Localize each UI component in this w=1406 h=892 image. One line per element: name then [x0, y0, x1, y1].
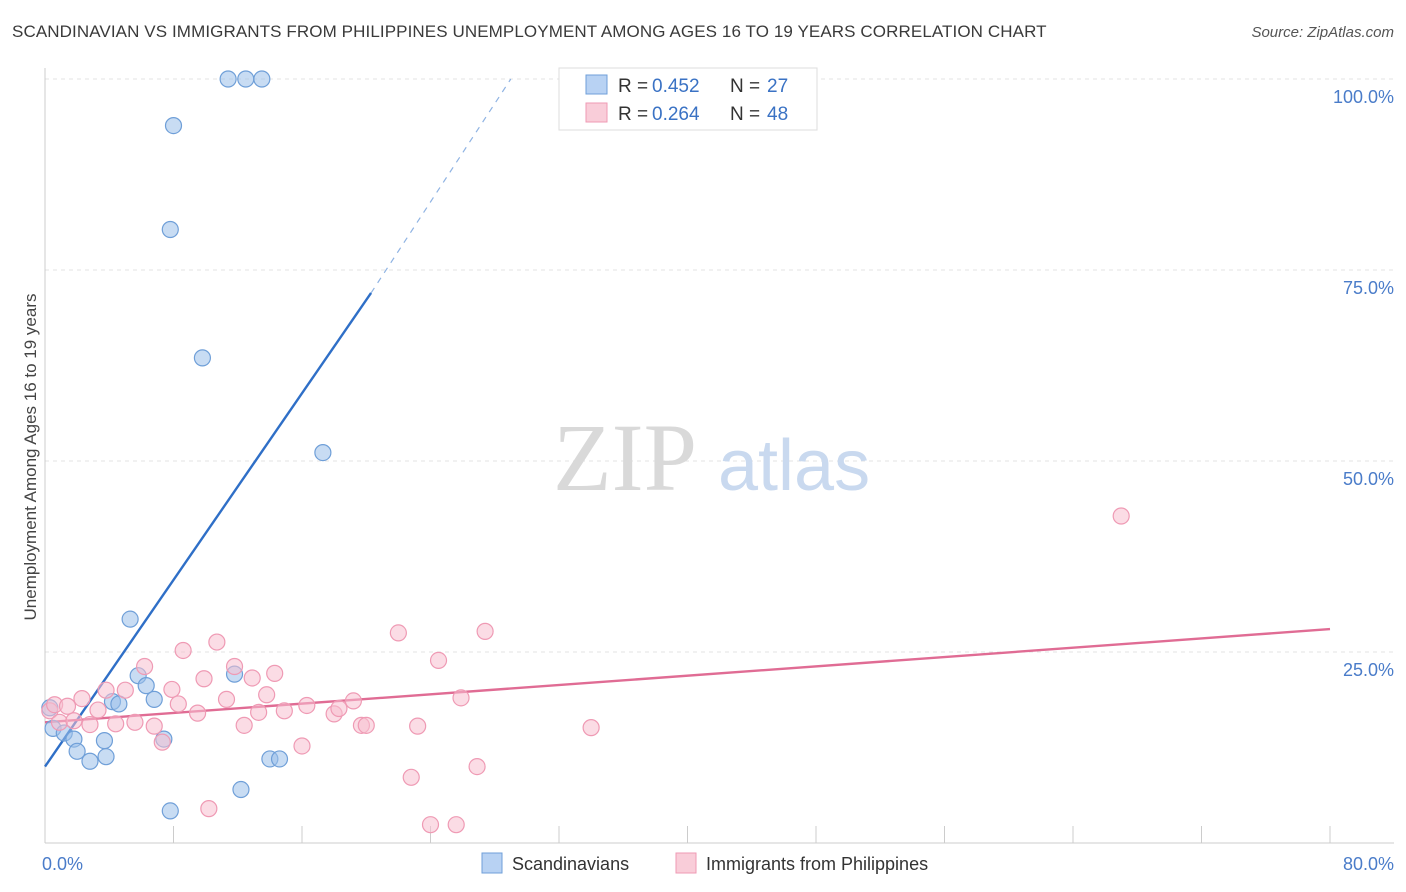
legend-n-value-2: 48	[767, 104, 788, 125]
point-philippines	[476, 622, 494, 640]
point-scandinavians	[95, 732, 114, 750]
point-philippines	[447, 816, 465, 834]
point-philippines	[243, 669, 261, 687]
point-philippines	[153, 733, 171, 751]
point-philippines	[582, 719, 600, 737]
data-points	[41, 70, 1130, 834]
y-axis-title: Unemployment Among Ages 16 to 19 years	[21, 294, 40, 621]
point-philippines	[266, 664, 284, 682]
point-philippines	[50, 713, 69, 731]
point-philippines	[126, 713, 144, 731]
point-philippines	[135, 657, 154, 676]
y-tick-label: 75.0%	[1343, 278, 1394, 298]
legend-n-label-2: N =	[730, 104, 760, 125]
point-philippines	[429, 651, 448, 670]
point-philippines	[357, 716, 375, 734]
point-philippines	[293, 737, 311, 755]
chart-title: SCANDINAVIAN VS IMMIGRANTS FROM PHILIPPI…	[12, 22, 1047, 41]
point-philippines	[250, 703, 268, 721]
legend-r-label-2: R =	[618, 104, 648, 125]
watermark-zip: ZIP	[553, 404, 697, 511]
bottom-legend-swatch-scandinavians	[481, 852, 503, 874]
legend-n-label-1: N =	[730, 76, 760, 97]
point-scandinavians	[314, 443, 332, 462]
point-philippines	[81, 715, 99, 734]
x-tick-label: 0.0%	[42, 854, 83, 874]
point-scandinavians	[253, 70, 271, 88]
legend: R = 0.452 N = 27 R = 0.264 N = 48	[558, 67, 818, 131]
point-scandinavians	[145, 690, 163, 708]
point-philippines	[145, 717, 163, 735]
point-scandinavians	[237, 70, 255, 88]
point-scandinavians	[121, 610, 139, 628]
point-philippines	[169, 695, 187, 713]
point-philippines	[421, 816, 440, 834]
point-philippines	[409, 717, 427, 735]
point-scandinavians	[232, 780, 250, 799]
y-tick-label: 100.0%	[1333, 87, 1394, 107]
point-scandinavians	[161, 220, 179, 239]
point-philippines	[275, 702, 293, 720]
trend-extension-scandinavians	[370, 78, 512, 294]
point-philippines	[1112, 507, 1130, 525]
point-philippines	[217, 690, 236, 708]
x-tick-label: 80.0%	[1343, 854, 1394, 874]
point-scandinavians	[219, 70, 237, 88]
watermark-atlas: atlas	[718, 426, 870, 506]
point-philippines	[73, 690, 91, 708]
bottom-legend-label-philippines: Immigrants from Philippines	[706, 854, 928, 874]
point-scandinavians	[164, 117, 183, 135]
gridlines	[45, 78, 1394, 653]
legend-r-label-1: R =	[618, 76, 648, 97]
point-philippines	[200, 800, 218, 818]
point-philippines	[389, 624, 407, 642]
point-philippines	[402, 768, 420, 786]
chart-source: Source: ZipAtlas.com	[1251, 24, 1394, 41]
point-philippines	[344, 692, 362, 710]
point-philippines	[174, 641, 192, 660]
point-scandinavians	[81, 752, 99, 770]
y-tick-label: 50.0%	[1343, 469, 1394, 489]
point-scandinavians	[161, 802, 179, 820]
legend-r-value-1: 0.452	[652, 76, 700, 97]
point-philippines	[163, 680, 181, 699]
point-scandinavians	[193, 349, 212, 367]
bottom-legend: Scandinavians Immigrants from Philippine…	[481, 852, 928, 874]
legend-n-value-1: 27	[767, 76, 788, 97]
point-scandinavians	[270, 750, 289, 768]
point-scandinavians	[68, 742, 86, 760]
legend-r-value-2: 0.264	[652, 104, 700, 125]
watermark: ZIP atlas	[553, 404, 870, 511]
bottom-legend-label-scandinavians: Scandinavians	[512, 854, 629, 874]
y-tick-label: 25.0%	[1343, 660, 1394, 680]
point-philippines	[330, 699, 348, 718]
point-philippines	[97, 681, 115, 699]
point-philippines	[258, 686, 276, 704]
point-philippines	[188, 704, 207, 722]
point-philippines	[195, 670, 213, 688]
legend-swatch-philippines	[585, 102, 608, 123]
point-philippines	[107, 715, 125, 733]
point-philippines	[208, 633, 226, 651]
bottom-legend-swatch-philippines	[675, 852, 697, 874]
point-philippines	[452, 689, 470, 707]
point-philippines	[58, 697, 77, 715]
point-scandinavians	[97, 748, 115, 766]
point-philippines	[65, 712, 83, 730]
point-philippines	[225, 657, 244, 676]
legend-swatch-scandinavians	[585, 74, 608, 95]
point-philippines	[116, 681, 134, 699]
tick-labels: 100.0% 75.0% 50.0% 25.0% 0.0% 80.0%	[42, 87, 1394, 874]
point-philippines	[89, 701, 107, 719]
point-philippines	[235, 716, 253, 734]
point-scandinavians	[110, 695, 128, 713]
point-scandinavians	[137, 677, 155, 695]
point-philippines	[298, 696, 316, 715]
point-philippines	[468, 757, 486, 776]
